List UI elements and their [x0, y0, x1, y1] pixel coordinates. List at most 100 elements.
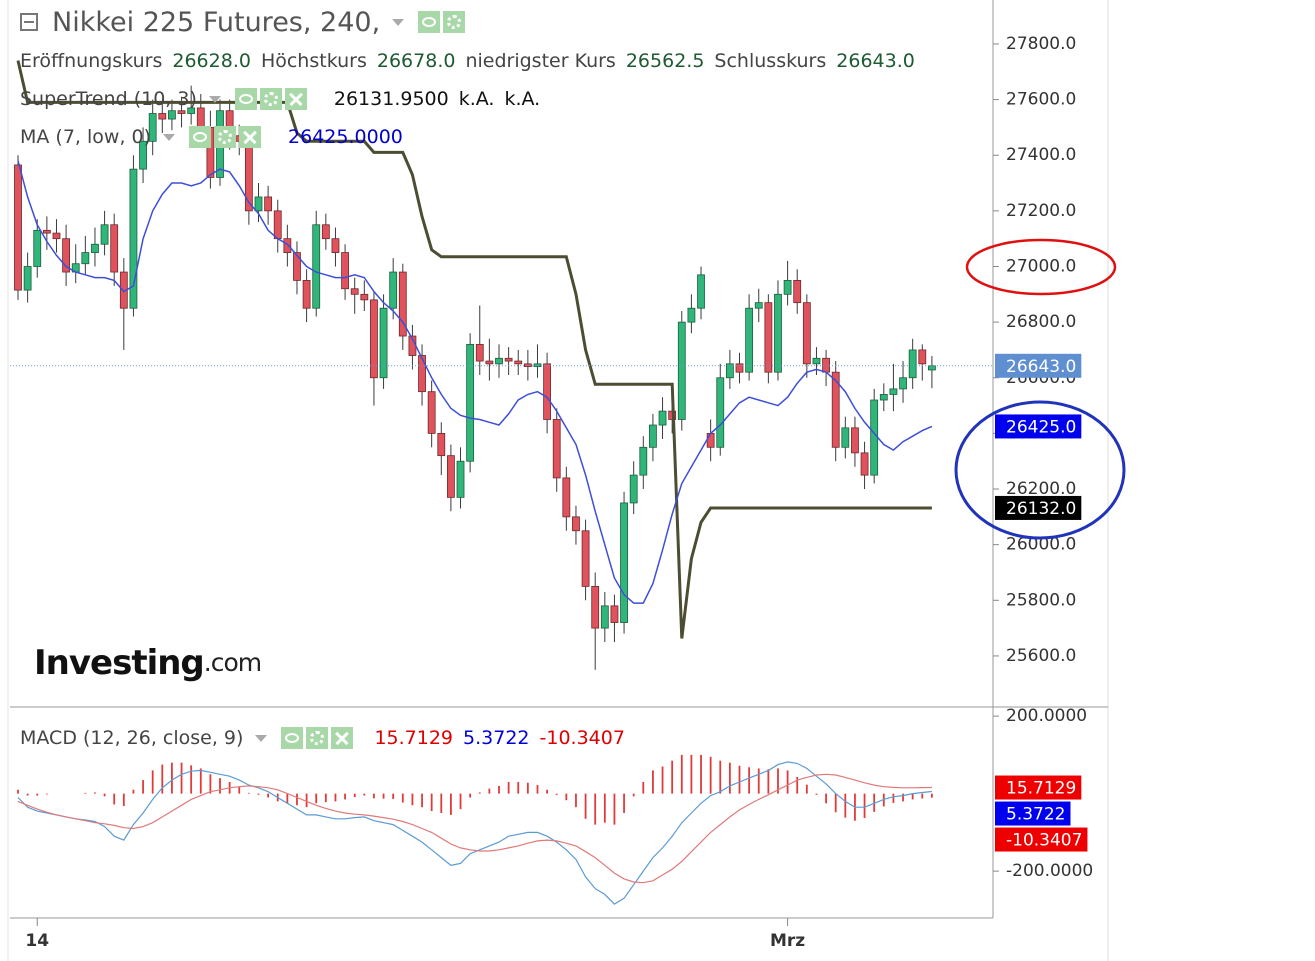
gear-icon[interactable] — [306, 727, 329, 749]
candle-body — [475, 343, 484, 362]
price-tag-label: -10.3407 — [1006, 831, 1082, 851]
candle-body — [725, 363, 734, 379]
candle-body — [562, 477, 571, 518]
legend-label: Schlusskurs — [714, 50, 827, 72]
candle-body — [177, 110, 186, 114]
candle-body — [764, 302, 773, 373]
y-tick-label: 25600.0 — [1006, 646, 1076, 666]
candle-body — [427, 391, 436, 434]
candle-body — [321, 224, 330, 240]
candle-body — [687, 307, 696, 323]
candle-body — [139, 140, 147, 170]
x-tick-label: 14 — [25, 931, 49, 951]
ma-line — [17, 160, 933, 604]
indicator-value: 5.3722 — [463, 727, 530, 749]
candle-body — [889, 388, 898, 395]
candle-body — [514, 360, 523, 365]
legend-value: 26628.0 — [172, 50, 251, 72]
indicator-legend: MA (7, low, 0) 26425.0000 — [20, 124, 413, 150]
candle-body — [187, 107, 196, 114]
y-tick-label: 25800.0 — [1006, 590, 1076, 610]
candle-body — [100, 224, 109, 245]
candle-body — [543, 363, 551, 420]
y-tick-label: 27200.0 — [1006, 201, 1076, 221]
legend-label: Höchstkurs — [260, 50, 367, 72]
close-icon[interactable] — [284, 88, 307, 110]
candle-body — [523, 363, 532, 368]
candle-body — [446, 455, 455, 498]
indicator-legend: SuperTrend (10, 3) 26131.9500 k.A. k.A. — [20, 86, 550, 112]
candle-body — [129, 168, 138, 309]
signal-line — [17, 773, 932, 884]
legend-value: 26678.0 — [376, 50, 456, 72]
legend-label: niedrigster Kurs — [465, 50, 616, 72]
dropdown[interactable] — [208, 95, 221, 103]
dropdown[interactable] — [392, 18, 405, 26]
candle-body — [697, 274, 705, 309]
plot — [10, 60, 993, 905]
price-tag-label: 26643.0 — [1006, 357, 1076, 377]
candle-body — [928, 365, 936, 371]
price-tag-label: 26425.0 — [1006, 417, 1076, 437]
candle-body — [456, 460, 465, 498]
candle-body — [860, 452, 869, 476]
y-tick-label: 27600.0 — [1006, 90, 1076, 110]
candle-body — [706, 432, 715, 448]
y-tick-label: 200.0000 — [1006, 706, 1087, 726]
candle-body — [504, 357, 513, 362]
candle-body — [244, 140, 253, 212]
candle-body — [495, 357, 503, 365]
candle-body — [485, 360, 494, 365]
axes: 25600.025800.026000.026200.026400.026600… — [25, 34, 1093, 951]
watermark-main: Investing — [34, 643, 204, 683]
candle-body — [14, 164, 22, 291]
price-tag — [995, 414, 1082, 439]
visibility-icon[interactable] — [418, 11, 441, 33]
candle-body — [312, 224, 321, 309]
collapse-icon[interactable] — [20, 13, 38, 31]
candle-body — [908, 349, 917, 379]
eye-icon[interactable] — [189, 126, 212, 148]
supertrend-line — [16, 60, 932, 639]
indicator-value: 15.7129 — [374, 727, 454, 749]
price-tag — [995, 801, 1071, 826]
candle-body — [81, 252, 90, 265]
indicator-value: k.A. — [504, 88, 541, 110]
y-tick-label: 27800.0 — [1006, 34, 1076, 54]
indicator-name: SuperTrend (10, 3) — [20, 88, 197, 110]
macd-legend: MACD (12, 26, close, 9) 15.7129 5.3722 -10.… — [20, 725, 635, 751]
candle-body — [23, 266, 32, 291]
gear-icon[interactable] — [214, 126, 237, 148]
settings-icon[interactable] — [443, 11, 466, 33]
candle-body — [677, 321, 686, 420]
candle-body — [812, 357, 821, 365]
gear-icon[interactable] — [259, 88, 282, 110]
candle-body — [293, 252, 301, 281]
candle-body — [822, 357, 830, 373]
dropdown[interactable] — [255, 734, 268, 742]
dropdown[interactable] — [163, 133, 176, 141]
candle-body — [168, 110, 176, 120]
price-tag — [995, 775, 1082, 800]
indicator-name: MACD (12, 26, close, 9) — [20, 727, 244, 749]
candle-body — [552, 419, 561, 479]
candle-body — [254, 196, 263, 212]
candle-body — [398, 271, 407, 337]
candle-body — [841, 427, 850, 448]
close-icon[interactable] — [239, 126, 262, 148]
candle-body — [851, 427, 859, 454]
chart-title: Nikkei 225 Futures, 240, — [52, 6, 381, 38]
close-icon[interactable] — [331, 727, 354, 749]
candle-body — [437, 432, 446, 457]
candle-body — [783, 279, 792, 295]
eye-icon[interactable] — [281, 727, 304, 749]
indicator-value: k.A. — [458, 88, 495, 110]
candle-body — [754, 302, 763, 309]
indicator-name: MA (7, low, 0) — [20, 126, 152, 148]
eye-icon[interactable] — [234, 88, 257, 110]
candle-body — [774, 293, 782, 373]
legend-value: 26643.0 — [836, 50, 915, 72]
y-tick-label: 26200.0 — [1006, 479, 1076, 499]
candle-body — [802, 302, 811, 365]
